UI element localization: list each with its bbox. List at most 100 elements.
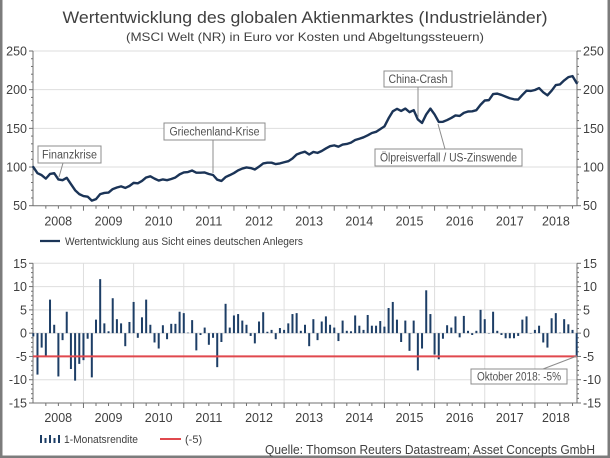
x-tick-label: 2015 [396, 411, 424, 425]
line-series-wertentwicklung [32, 74, 578, 202]
bar [278, 328, 281, 334]
bar [416, 333, 419, 371]
bar [82, 333, 85, 361]
bar [136, 333, 139, 338]
annotation-finanzkrise: Finanzkrise [37, 145, 102, 178]
y-tick-label-left: 5 [20, 303, 27, 317]
bar [575, 333, 578, 357]
bar [53, 324, 56, 334]
bar [178, 311, 181, 334]
bar [429, 314, 432, 334]
bar [115, 319, 118, 334]
bar [57, 333, 60, 377]
bar [404, 320, 407, 334]
bar [437, 333, 440, 360]
annotation-text: Finanzkrise [42, 150, 97, 162]
bar [212, 333, 215, 338]
annotation-box [374, 148, 523, 167]
y-tick-label-left: 50 [13, 199, 27, 213]
y-tick-label-right: 100 [583, 161, 604, 175]
bar [61, 333, 64, 341]
legend-bar-swatch-mark [49, 435, 51, 443]
bar [195, 333, 198, 351]
bar [517, 333, 520, 336]
bar [299, 330, 302, 334]
bar [500, 333, 503, 336]
x-tick-label: 2018 [542, 411, 570, 425]
y-tick-label-left: 150 [6, 122, 27, 136]
x-tick-label: 2009 [95, 411, 123, 425]
annotation-text: Griechenland-Krise [170, 127, 260, 139]
y-tick-label-right: 0 [583, 327, 590, 341]
bar [504, 333, 507, 339]
bar [274, 333, 277, 340]
legend-bar-swatch-mark [44, 438, 47, 443]
bar [291, 314, 294, 334]
x-tick-label: 2017 [496, 215, 524, 229]
annotation-box [163, 122, 266, 141]
bar [395, 319, 398, 334]
bar [90, 333, 93, 378]
y-tick-label-left: -5 [16, 350, 27, 364]
bar [454, 316, 457, 334]
bar [107, 331, 110, 334]
bar [433, 333, 436, 355]
y-tick-label-left: 15 [13, 257, 27, 271]
bar [228, 327, 231, 334]
bar [412, 320, 415, 334]
bar [467, 330, 470, 334]
y-tick-label-left: 0 [20, 327, 27, 341]
bar [203, 327, 206, 334]
annotation-leader-line [58, 162, 64, 178]
x-tick-label: 2016 [446, 215, 474, 229]
bar [232, 315, 235, 334]
bar [425, 290, 428, 334]
bar [191, 320, 194, 334]
annotation-text: Ölpreisverfall / US-Zinswende [380, 153, 517, 165]
bar [182, 313, 185, 334]
bar [508, 333, 511, 339]
bar [462, 315, 465, 334]
bar [563, 319, 566, 334]
bar [283, 329, 286, 334]
bar [86, 333, 89, 339]
bar [421, 333, 424, 349]
annotation-leader-line [542, 355, 578, 370]
bar [400, 333, 403, 342]
bar [304, 324, 306, 334]
annotation-box [37, 145, 102, 164]
bar [69, 333, 72, 370]
bar [245, 324, 248, 334]
bar [120, 323, 123, 334]
bar [391, 301, 394, 334]
bar [124, 333, 127, 347]
annotation-text: China-Crash [389, 74, 448, 86]
y-tick-label-left: 200 [6, 83, 27, 97]
bar [525, 316, 528, 334]
annotation-oktober-2018: Oktober 2018: -5% [470, 355, 578, 385]
bar [324, 316, 327, 334]
bar [258, 321, 261, 334]
bar [249, 333, 252, 336]
y-tick-label-left: -10 [9, 373, 27, 387]
bar [370, 325, 373, 334]
y-tick-label-right: 5 [583, 303, 590, 317]
bar [521, 319, 524, 334]
legend-bar-swatch-mark [53, 438, 56, 443]
bar [345, 330, 348, 334]
y-tick-label-right: 250 [583, 45, 604, 59]
bar [36, 333, 39, 375]
bar [513, 333, 515, 339]
x-tick-label: 2011 [195, 411, 222, 425]
y-tick-label-right: -15 [583, 397, 601, 411]
bar [262, 312, 265, 334]
bar [471, 333, 474, 336]
y-tick-label-right: 10 [583, 280, 597, 294]
annotation-box [383, 70, 453, 88]
legend-bar-swatch-mark [40, 435, 42, 443]
bar [128, 321, 131, 334]
annotation-leader-line [437, 123, 446, 150]
bottom-panel-bar-chart: -15 -15 -10 -10 -5 -5 0 0 5 5 10 10 15 15 2008 2009 2010… [9, 257, 601, 425]
legend-label-monatsrendite: 1-Monatsrendite [64, 434, 138, 446]
